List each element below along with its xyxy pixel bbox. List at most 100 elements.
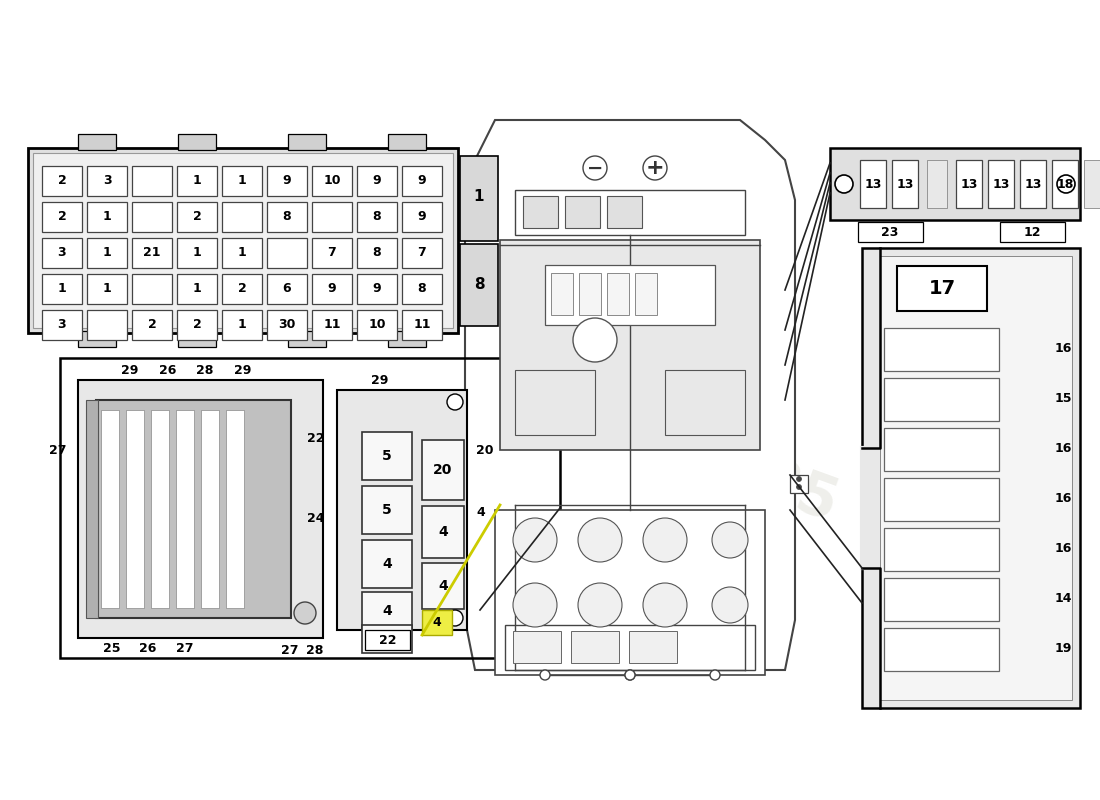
Text: 4: 4 bbox=[432, 616, 441, 629]
Text: 30: 30 bbox=[278, 318, 296, 331]
Bar bbox=[579, 273, 601, 315]
Bar bbox=[1020, 160, 1046, 208]
Bar bbox=[892, 160, 918, 208]
Text: 27: 27 bbox=[176, 642, 194, 654]
Bar bbox=[358, 166, 397, 196]
Bar bbox=[460, 156, 498, 241]
Text: 17: 17 bbox=[928, 278, 956, 298]
Circle shape bbox=[644, 156, 667, 180]
Bar bbox=[42, 274, 82, 304]
Bar bbox=[830, 148, 1080, 220]
Bar bbox=[1084, 160, 1100, 208]
Bar bbox=[87, 310, 126, 340]
Text: 29: 29 bbox=[372, 374, 388, 386]
Bar bbox=[177, 166, 217, 196]
Text: 1: 1 bbox=[192, 174, 201, 187]
Bar bbox=[884, 378, 999, 421]
Text: 5: 5 bbox=[382, 503, 392, 517]
Text: 3: 3 bbox=[57, 246, 66, 259]
Bar bbox=[358, 274, 397, 304]
Text: 4: 4 bbox=[382, 604, 392, 618]
Bar bbox=[132, 310, 172, 340]
Bar bbox=[402, 310, 442, 340]
Bar bbox=[222, 166, 262, 196]
Bar bbox=[607, 196, 642, 228]
Text: +: + bbox=[646, 158, 664, 178]
Bar bbox=[927, 160, 947, 208]
Text: 7: 7 bbox=[328, 246, 337, 259]
Circle shape bbox=[835, 175, 852, 193]
Bar bbox=[422, 440, 464, 500]
Text: 8: 8 bbox=[418, 282, 427, 295]
Bar bbox=[312, 238, 352, 268]
Bar bbox=[96, 400, 292, 618]
Text: 1: 1 bbox=[238, 174, 246, 187]
Text: 25: 25 bbox=[103, 642, 121, 654]
Bar bbox=[337, 390, 468, 630]
Circle shape bbox=[578, 518, 621, 562]
Text: 16: 16 bbox=[1055, 342, 1072, 355]
Bar bbox=[402, 274, 442, 304]
Bar bbox=[896, 266, 987, 311]
Bar bbox=[505, 625, 755, 670]
Bar bbox=[87, 274, 126, 304]
Circle shape bbox=[540, 670, 550, 680]
Circle shape bbox=[712, 587, 748, 623]
Bar bbox=[177, 310, 217, 340]
Bar bbox=[988, 160, 1014, 208]
Bar bbox=[365, 630, 410, 650]
Text: 3: 3 bbox=[57, 318, 66, 331]
Bar bbox=[522, 196, 558, 228]
Text: 4: 4 bbox=[382, 632, 392, 646]
Text: 27: 27 bbox=[50, 443, 67, 457]
Text: 2: 2 bbox=[192, 210, 201, 223]
Circle shape bbox=[796, 485, 802, 490]
Bar bbox=[571, 631, 619, 663]
Text: 1985: 1985 bbox=[674, 426, 846, 534]
Bar bbox=[500, 240, 760, 450]
Bar bbox=[422, 610, 452, 635]
Bar bbox=[884, 578, 999, 621]
Bar bbox=[460, 244, 498, 326]
Bar bbox=[402, 202, 442, 232]
Bar bbox=[362, 592, 412, 630]
Bar bbox=[132, 274, 172, 304]
Text: 8: 8 bbox=[373, 210, 382, 223]
Bar bbox=[267, 274, 307, 304]
Bar bbox=[178, 134, 216, 150]
PathPatch shape bbox=[465, 120, 795, 670]
Bar bbox=[201, 410, 219, 608]
Text: 4: 4 bbox=[382, 557, 392, 571]
Circle shape bbox=[513, 518, 557, 562]
Text: 1: 1 bbox=[238, 318, 246, 331]
Text: 28: 28 bbox=[306, 643, 323, 657]
Bar bbox=[1000, 222, 1065, 242]
Circle shape bbox=[294, 602, 316, 624]
Bar bbox=[87, 166, 126, 196]
Text: 10: 10 bbox=[368, 318, 386, 331]
Text: 21: 21 bbox=[143, 246, 161, 259]
Bar bbox=[629, 631, 676, 663]
Text: 9: 9 bbox=[418, 174, 427, 187]
Text: 29: 29 bbox=[234, 363, 252, 377]
Text: 2: 2 bbox=[238, 282, 246, 295]
Text: e: e bbox=[130, 422, 271, 638]
Bar bbox=[607, 273, 629, 315]
Text: 9: 9 bbox=[418, 210, 427, 223]
Bar bbox=[177, 274, 217, 304]
Bar bbox=[862, 448, 880, 568]
Text: 1: 1 bbox=[474, 189, 484, 204]
Bar bbox=[884, 628, 999, 671]
Bar bbox=[402, 166, 442, 196]
Text: 16: 16 bbox=[1055, 493, 1072, 506]
Text: 28: 28 bbox=[196, 363, 213, 377]
Bar bbox=[880, 256, 1072, 700]
Bar bbox=[132, 202, 172, 232]
Bar bbox=[513, 631, 561, 663]
Text: 18: 18 bbox=[1056, 178, 1074, 190]
Circle shape bbox=[644, 518, 688, 562]
Text: 1: 1 bbox=[102, 246, 111, 259]
Bar bbox=[635, 273, 657, 315]
Bar bbox=[515, 370, 595, 435]
Circle shape bbox=[625, 670, 635, 680]
